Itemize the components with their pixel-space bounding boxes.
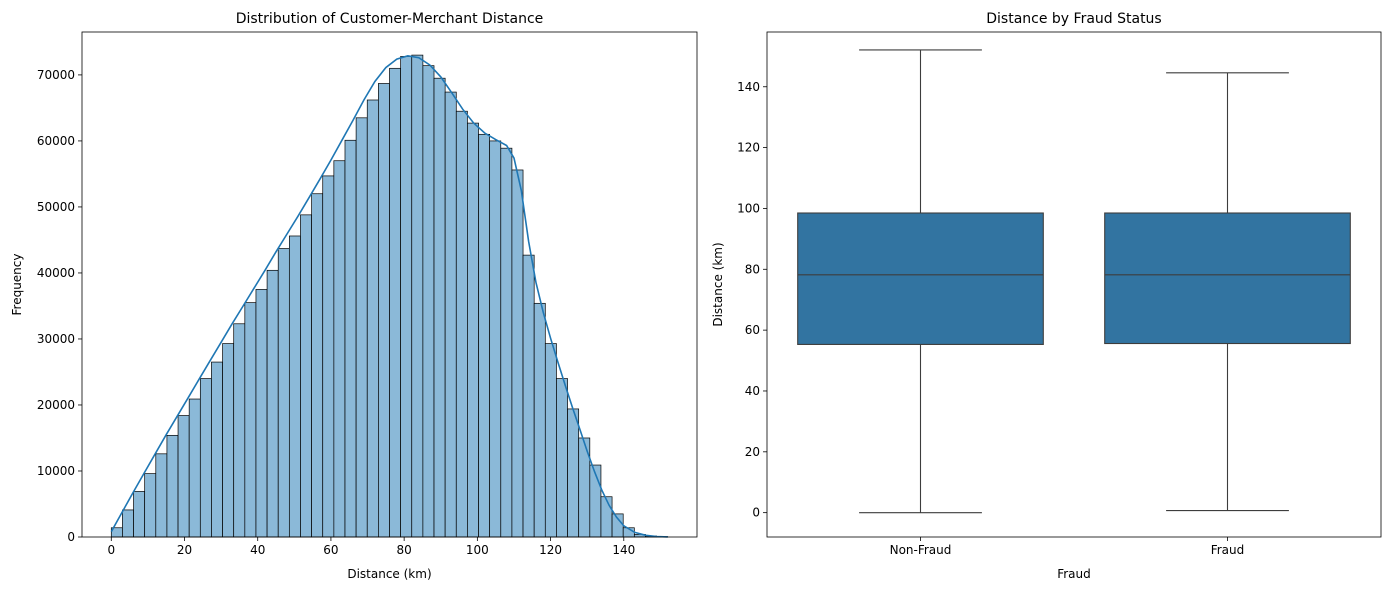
y-tick-label: 20: [745, 445, 760, 459]
y-tick-label: 40000: [37, 266, 75, 280]
histogram-bar: [211, 361, 223, 538]
y-tick-label: 0: [67, 530, 75, 544]
boxplot-plot-area: [797, 49, 1351, 514]
boxplot-x-label: Fraud: [1057, 567, 1091, 581]
histogram-bar: [378, 83, 390, 538]
y-tick-label: 100: [737, 201, 760, 215]
histogram-bar: [544, 343, 557, 538]
x-tick-label: 140: [612, 543, 635, 557]
histogram-bar: [533, 302, 546, 538]
y-tick-label: 0: [752, 506, 760, 520]
x-tick-label: 100: [466, 543, 489, 557]
y-tick-label: 140: [737, 80, 760, 94]
histogram-bar: [255, 289, 268, 538]
y-tick-label: 10000: [37, 464, 75, 478]
iqr-box: [1104, 212, 1351, 345]
histogram-x-ticks: 0 20 40 60 80 100 120 140: [107, 537, 635, 557]
y-tick-label: 60: [745, 323, 760, 337]
histogram-bar: [500, 147, 513, 538]
histogram-title: Distribution of Customer-Merchant Distan…: [236, 11, 544, 27]
histogram-bar: [133, 491, 146, 538]
y-tick-label: 60000: [37, 134, 75, 148]
histogram-bar: [244, 302, 257, 538]
boxplot-panel: Distance by Fraud Status Non-Fraud Fraud …: [711, 11, 1382, 581]
histogram-bar: [155, 453, 168, 538]
histogram-bar: [567, 408, 580, 538]
x-tick-label: 60: [323, 543, 338, 557]
histogram-y-ticks: 0 10000 20000 30000 40000 50000 60000 70000: [37, 68, 82, 544]
boxplot-x-ticks: Non-Fraud Fraud: [890, 537, 1245, 557]
histogram-bar: [455, 110, 468, 538]
histogram-bar: [422, 65, 435, 538]
histogram-y-label: Frequency: [10, 254, 24, 316]
histogram-bar: [177, 415, 190, 538]
histogram-bar: [311, 193, 324, 538]
histogram-bar: [333, 160, 346, 538]
histogram-bar: [600, 496, 613, 538]
histogram-bar: [122, 509, 134, 538]
y-tick-label: 40: [745, 384, 760, 398]
histogram-bar: [444, 91, 457, 538]
y-tick-label: 50000: [37, 200, 75, 214]
histogram-bar: [344, 139, 357, 538]
histogram-bar: [199, 378, 212, 538]
histogram-bar: [366, 99, 379, 538]
histogram-frame: [81, 31, 698, 538]
y-tick-label: 120: [737, 141, 760, 155]
histogram-bar: [467, 122, 479, 538]
histogram-bar: [166, 434, 179, 538]
histogram-bar: [266, 269, 279, 538]
y-tick-label: 20000: [37, 398, 75, 412]
histogram-bar: [222, 343, 235, 538]
histogram-bar: [400, 56, 413, 538]
kde-curve: [110, 54, 668, 538]
histogram-bar: [389, 67, 401, 538]
histogram-bar: [522, 254, 535, 538]
y-tick-label: 70000: [37, 68, 75, 82]
x-tick-label: 80: [397, 543, 412, 557]
boxplot-title: Distance by Fraud Status: [986, 11, 1161, 27]
boxplot-frame: [766, 31, 1382, 538]
histogram-bar: [277, 248, 290, 538]
histogram-panel: Distribution of Customer-Merchant Distan…: [10, 11, 698, 581]
histogram-bar: [300, 214, 312, 538]
box-non-fraud: [797, 49, 1044, 514]
boxplot-y-label: Distance (km): [711, 242, 725, 326]
histogram-bar: [556, 378, 568, 538]
histogram-bar: [411, 54, 424, 538]
iqr-box: [797, 212, 1044, 345]
y-tick-label: 30000: [37, 332, 75, 346]
histogram-bar: [478, 133, 491, 538]
histogram-bar: [322, 175, 335, 538]
histogram-bar: [511, 169, 524, 538]
box-fraud: [1104, 72, 1351, 512]
x-tick-label: 20: [177, 543, 192, 557]
histogram-bar: [489, 140, 502, 538]
histogram-x-label: Distance (km): [347, 567, 431, 581]
x-tick-label: Non-Fraud: [890, 543, 952, 557]
x-tick-label: 0: [107, 543, 115, 557]
x-tick-label: Fraud: [1211, 543, 1245, 557]
histogram-bar: [433, 77, 446, 538]
y-tick-label: 80: [745, 262, 760, 276]
x-tick-label: 40: [250, 543, 265, 557]
histogram-bar: [355, 117, 368, 538]
x-tick-label: 120: [539, 543, 562, 557]
boxplot-y-ticks: 0 20 40 60 80 100 120 140: [737, 80, 767, 520]
histogram-bar: [144, 473, 157, 538]
histogram-plot-area: [110, 54, 669, 538]
histogram-bar: [188, 398, 201, 538]
histogram-bar: [288, 235, 301, 538]
histogram-bar: [233, 323, 246, 538]
